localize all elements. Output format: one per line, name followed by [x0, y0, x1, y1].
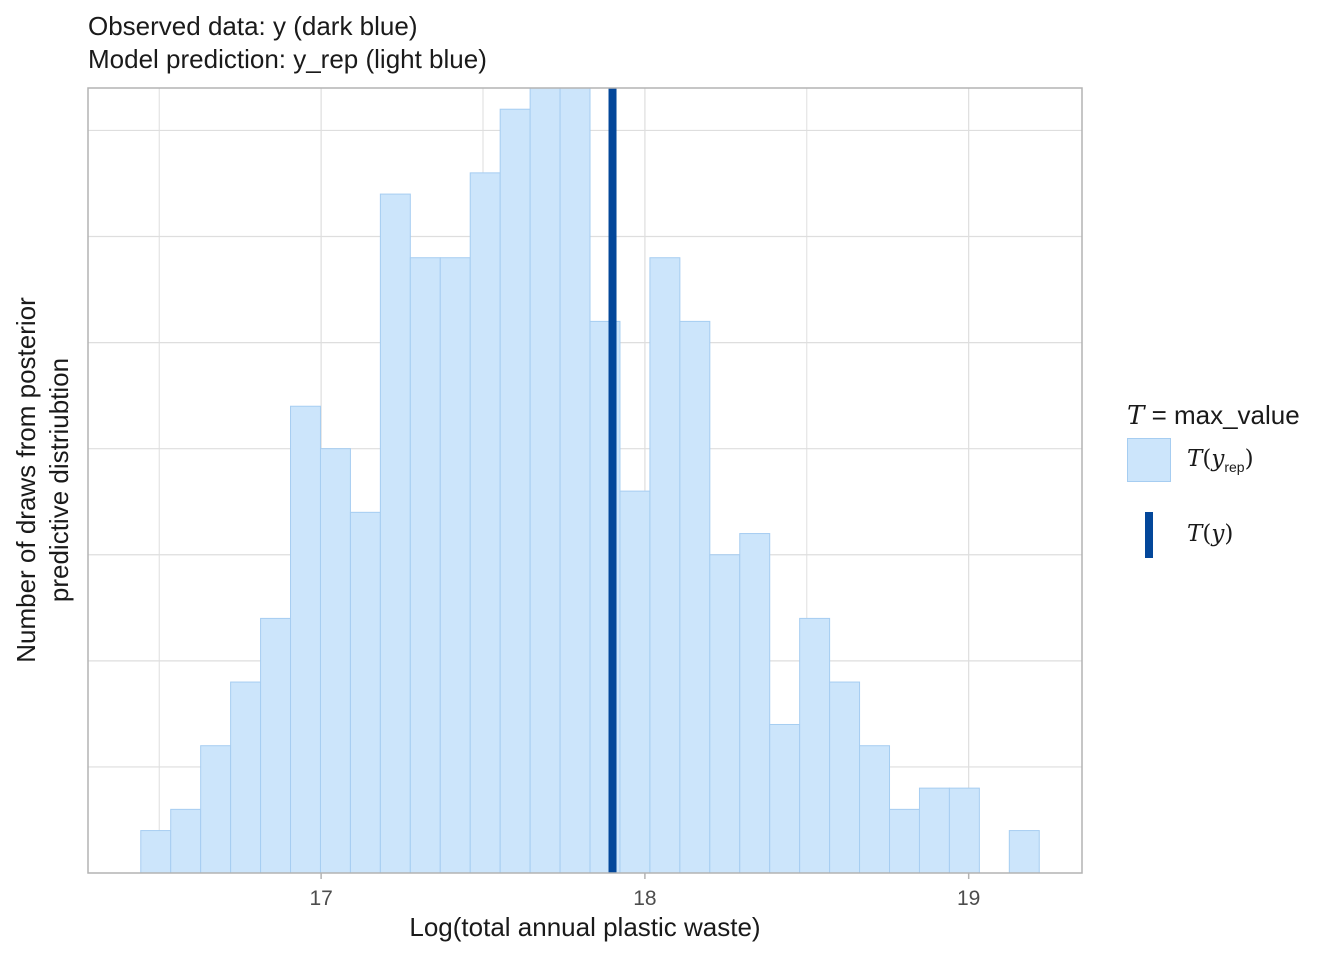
panel-border [87, 87, 1083, 874]
histogram-bar [349, 511, 381, 874]
histogram-bar [859, 745, 891, 874]
legend-title: T = max_value [1127, 400, 1300, 431]
histogram-bar [499, 108, 531, 874]
histogram-bar [679, 320, 711, 874]
histogram-bar [649, 257, 681, 874]
histogram-bar [379, 193, 411, 874]
y-axis-label-line-2: predictive distriubtion [44, 357, 74, 603]
histogram-bar [829, 681, 861, 874]
chart-title: Observed data: y (dark blue) [88, 11, 418, 41]
x-axis-label: Log(total annual plastic waste) [409, 912, 761, 942]
histogram-bar [469, 172, 501, 874]
chart-subtitle: Model prediction: y_rep (light blue) [88, 44, 487, 74]
histogram-bar [529, 87, 561, 874]
histogram-bar [1008, 830, 1040, 874]
legend-title-symbol: T [1127, 401, 1145, 431]
histogram-bar [739, 533, 771, 874]
legend-key-yrep [1127, 438, 1171, 482]
histogram-bar [260, 617, 292, 874]
histogram-bar [319, 448, 351, 874]
legend-key-y [1145, 512, 1153, 558]
histogram-bar [439, 257, 471, 874]
histogram-bar [799, 617, 831, 874]
histogram-bar [230, 681, 262, 874]
y-axis-label: Number of draws from posterior predictiv… [10, 130, 76, 830]
legend-title-text: = max_value [1144, 400, 1300, 430]
x-tick-label: 17 [309, 887, 332, 910]
histogram-bar [200, 745, 232, 874]
histogram-bar [709, 554, 741, 874]
histogram-bar [769, 723, 801, 874]
histogram-bar [948, 787, 980, 874]
histogram-bar [140, 830, 172, 874]
x-tick-label: 19 [957, 887, 980, 910]
histogram-bar [889, 808, 920, 874]
histogram-bar [619, 490, 651, 874]
y-axis-label-line-1: Number of draws from posterior [11, 297, 41, 663]
legend: T = max_value T(yrep) T(y) [1127, 400, 1300, 558]
histogram-bars [140, 87, 1040, 874]
x-tick-label: 18 [633, 887, 656, 910]
legend-label-yrep: T(yrep) [1187, 446, 1254, 475]
histogram-bar [170, 808, 202, 874]
x-axis-ticks: 17 18 19 [309, 873, 980, 910]
histogram-bar [918, 787, 950, 874]
histogram-bar [559, 87, 591, 874]
legend-label-y: T(y) [1187, 521, 1234, 547]
histogram-bar [409, 257, 441, 874]
histogram-bar [290, 405, 321, 874]
